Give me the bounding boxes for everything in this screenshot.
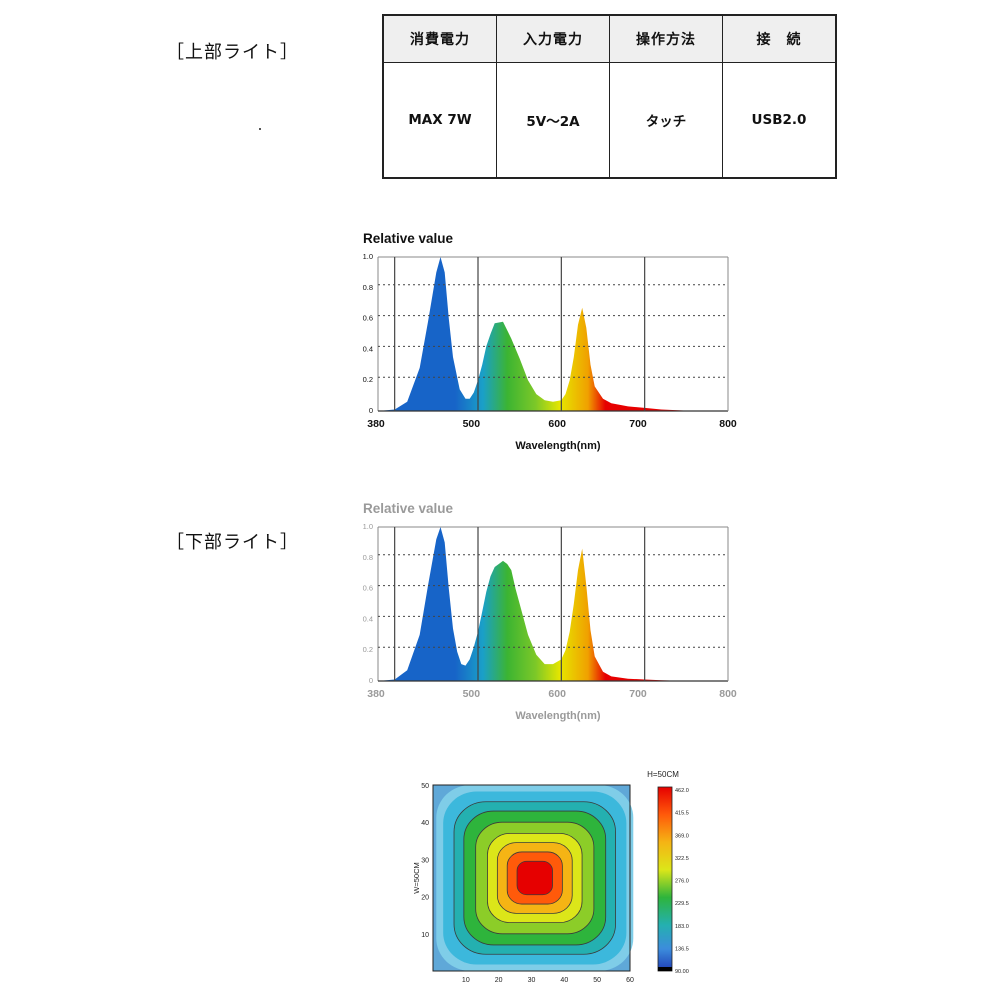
y-tick-label: 0.2 xyxy=(363,375,373,384)
colorbar-title: H=50CM xyxy=(647,770,679,779)
heatmap-y-tick: 10 xyxy=(421,932,429,939)
lower-light-label: ［下部ライト］ xyxy=(166,532,299,553)
x-tick-label: 700 xyxy=(629,688,647,700)
y-tick-label: 0 xyxy=(369,676,373,685)
spec-header-power-consumption: 消費電力 xyxy=(382,14,497,63)
y-tick-label: 1.0 xyxy=(363,522,373,531)
y-tick-label: 0.6 xyxy=(363,584,373,593)
y-tick-label: 1.0 xyxy=(363,252,373,261)
colorbar-min-swatch xyxy=(658,967,672,971)
y-tick-label: 0.4 xyxy=(363,344,373,353)
y-tick-label: 0.4 xyxy=(363,614,373,623)
heatmap-y-tick: 50 xyxy=(421,783,429,790)
x-tick-label: 800 xyxy=(719,688,737,700)
spec-header-operation: 操作方法 xyxy=(609,14,723,63)
colorbar-tick: 183.0 xyxy=(675,924,689,930)
y-tick-label: 0.2 xyxy=(363,645,373,654)
colorbar-tick: 136.5 xyxy=(675,946,689,952)
heatmap-contour xyxy=(516,860,553,896)
x-tick-label: 600 xyxy=(548,688,566,700)
lower-spectrum-chart: Relative value 0 0.2 0.4 0.6 0.8 1.0 380 500 600 7… xyxy=(363,501,737,722)
x-tick-label: 500 xyxy=(463,418,481,430)
colorbar-tick: 276.0 xyxy=(675,879,689,885)
chart-title: Relative value xyxy=(363,231,454,246)
spectrum-area xyxy=(378,257,728,411)
x-axis-label: Wavelength(nm) xyxy=(515,710,600,722)
y-tick-label: 0 xyxy=(369,406,373,415)
colorbar xyxy=(657,786,673,972)
x-tick-label: 380 xyxy=(367,418,385,430)
chart-title: Relative value xyxy=(363,501,454,516)
spec-header-input-power: 入力電力 xyxy=(496,14,610,63)
spec-value-operation: タッチ xyxy=(609,62,723,179)
heatmap-x-tick: 60 xyxy=(626,977,634,984)
heatmap-x-tick: 30 xyxy=(528,977,536,984)
spec-header-connection: 接 続 xyxy=(722,14,837,63)
spec-value-connection: USB2.0 xyxy=(722,62,837,179)
stray-dot xyxy=(259,128,261,130)
colorbar-tick: 415.5 xyxy=(675,811,689,817)
spec-value-power-consumption: MAX 7W xyxy=(382,62,497,179)
x-axis-label: Wavelength(nm) xyxy=(515,440,600,452)
spec-value-input-power: 5V～2A xyxy=(496,62,610,179)
colorbar-tick: 322.5 xyxy=(675,856,689,862)
upper-light-label: ［上部ライト］ xyxy=(166,42,299,63)
heatmap-x-tick: 20 xyxy=(495,977,503,984)
illuminance-heatmap: 10 20 30 40 50 60 10 20 30 40 50 W=50CM H=50CM 462.0 4… xyxy=(412,770,689,984)
x-tick-label: 700 xyxy=(629,418,647,430)
y-tick-label: 0.8 xyxy=(363,553,373,562)
spectrum-area xyxy=(378,527,728,681)
spec-header-row: 消費電力 入力電力 操作方法 接 続 xyxy=(382,14,837,63)
heatmap-y-tick: 40 xyxy=(421,820,429,827)
heatmap-y-label: W=50CM xyxy=(412,862,421,893)
upper-spectrum-chart: Relative value 0 0.2 0.4 0.6 0.8 1.0 380 500 600 7… xyxy=(363,231,737,452)
spec-table: 消費電力 入力電力 操作方法 接 続 MAX 7W 5V～2A タッチ USB2… xyxy=(382,14,837,179)
y-tick-label: 0.6 xyxy=(363,314,373,323)
heatmap-y-tick: 30 xyxy=(421,857,429,864)
x-tick-label: 800 xyxy=(719,418,737,430)
x-tick-label: 600 xyxy=(548,418,566,430)
spec-value-row: MAX 7W 5V～2A タッチ USB2.0 xyxy=(382,62,837,179)
y-tick-label: 0.8 xyxy=(363,283,373,292)
x-tick-label: 380 xyxy=(367,688,385,700)
heatmap-frame xyxy=(432,784,631,972)
heatmap-y-tick: 20 xyxy=(421,895,429,902)
colorbar-tick: 90.00 xyxy=(675,969,689,975)
heatmap-x-tick: 10 xyxy=(462,977,470,984)
x-tick-label: 500 xyxy=(463,688,481,700)
heatmap-x-tick: 40 xyxy=(560,977,568,984)
colorbar-tick: 462.0 xyxy=(675,788,689,794)
colorbar-tick: 369.0 xyxy=(675,833,689,839)
colorbar-tick: 229.5 xyxy=(675,901,689,907)
heatmap-x-tick: 50 xyxy=(593,977,601,984)
